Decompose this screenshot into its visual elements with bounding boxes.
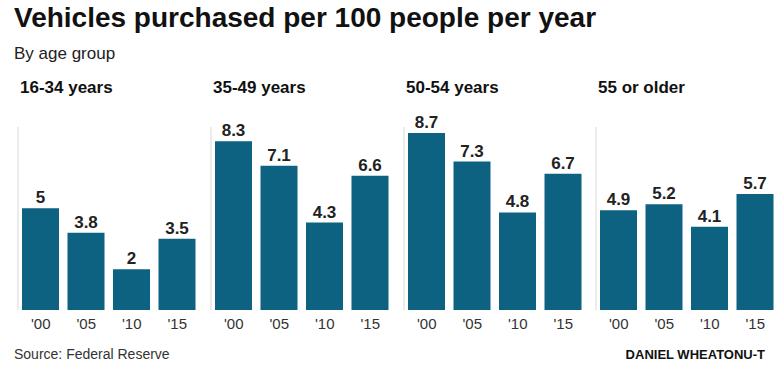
svg-text:'15: '15 <box>360 315 380 332</box>
svg-text:2: 2 <box>127 249 136 268</box>
html-text:35-49 years: 35-49 years <box>213 78 306 97</box>
svg-text:3.8: 3.8 <box>74 213 98 232</box>
svg-text:8.3: 8.3 <box>222 121 246 140</box>
svg-text:7.1: 7.1 <box>267 146 291 165</box>
svg-text:4.8: 4.8 <box>506 192 530 211</box>
svg-text:7.3: 7.3 <box>460 142 484 161</box>
svg-text:'05: '05 <box>462 315 482 332</box>
svg-text:4.9: 4.9 <box>607 190 631 209</box>
svg-text:'00: '00 <box>609 315 629 332</box>
svg-text:4.1: 4.1 <box>698 207 722 226</box>
html-text:55 or older: 55 or older <box>598 78 685 97</box>
html-text:DANIEL WHEATONU-T: DANIEL WHEATONU-T <box>625 347 765 362</box>
svg-text:'10: '10 <box>122 315 142 332</box>
html-text:16-34 years: 16-34 years <box>20 78 113 97</box>
html-text:Vehicles purchased per 100 peo: Vehicles purchased per 100 people per ye… <box>14 2 597 33</box>
svg-text:'15: '15 <box>167 315 187 332</box>
svg-text:'05: '05 <box>76 315 96 332</box>
svg-text:6.7: 6.7 <box>551 154 575 173</box>
svg-text:5: 5 <box>36 188 45 207</box>
svg-text:4.3: 4.3 <box>313 203 337 222</box>
html-text:Source: Federal Reserve: Source: Federal Reserve <box>14 346 170 362</box>
svg-text:'05: '05 <box>269 315 289 332</box>
svg-text:5.7: 5.7 <box>743 174 767 193</box>
svg-text:'10: '10 <box>315 315 335 332</box>
svg-text:6.6: 6.6 <box>358 156 382 175</box>
svg-text:5.2: 5.2 <box>652 184 676 203</box>
svg-text:'00: '00 <box>417 315 437 332</box>
svg-text:'15: '15 <box>745 315 765 332</box>
svg-text:8.7: 8.7 <box>415 113 439 132</box>
html-text:50-54 years: 50-54 years <box>406 78 499 97</box>
svg-text:'00: '00 <box>31 315 51 332</box>
svg-text:'10: '10 <box>700 315 720 332</box>
svg-text:'15: '15 <box>553 315 573 332</box>
svg-text:3.5: 3.5 <box>165 219 189 238</box>
svg-text:'10: '10 <box>508 315 528 332</box>
svg-text:'05: '05 <box>654 315 674 332</box>
svg-text:'00: '00 <box>224 315 244 332</box>
html-text:By age group: By age group <box>14 44 116 63</box>
